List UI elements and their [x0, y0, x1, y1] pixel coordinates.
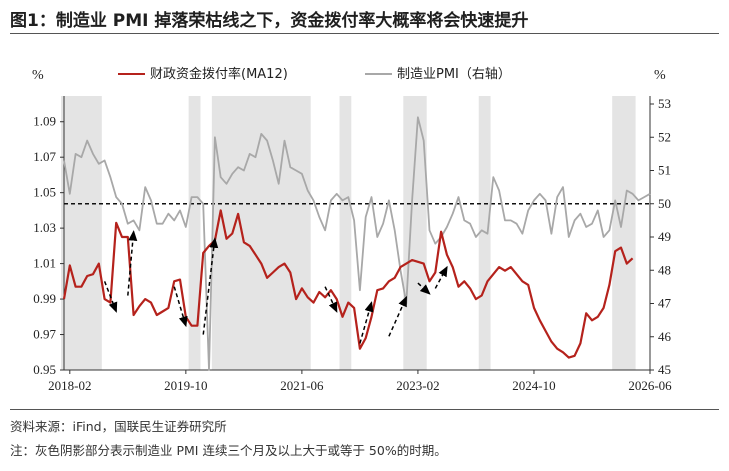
right-tick-label-6: 51: [658, 163, 671, 178]
shaded-period-0: [61, 96, 102, 370]
right-tick-label-7: 52: [658, 129, 671, 144]
left-tick-label-6: 1.07: [33, 149, 56, 164]
legend-label-disbursement: 财政资金拨付率(MA12): [150, 66, 288, 82]
trend-arrow-4: [324, 286, 338, 313]
right-tick-label-2: 47: [658, 296, 672, 311]
shaded-period-3: [339, 96, 352, 370]
legend-label-pmi: 制造业PMI（右轴）: [397, 67, 511, 82]
x-tick-label-1: 2019-10: [164, 378, 207, 393]
trend-arrow-8: [434, 265, 448, 289]
x-tick-label-4: 2024-10: [512, 378, 555, 393]
shaded-period-1: [188, 96, 201, 370]
series-line-pmi: [63, 116, 651, 371]
x-tick-label-5: 2026-06: [628, 378, 672, 393]
shading-note: 注：灰色阴影部分表示制造业 PMI 连续三个月及以上大于或等于 50%的时期。: [10, 443, 447, 458]
trend-arrow-6: [388, 295, 408, 337]
right-tick-label-3: 48: [658, 262, 671, 277]
shaded-period-4: [403, 96, 427, 370]
right-tick-label-5: 50: [658, 196, 671, 211]
series-line-disbursement: [62, 209, 634, 359]
trend-arrow-5: [359, 301, 374, 344]
left-tick-label-5: 1.05: [33, 185, 56, 200]
left-tick-label-0: 0.95: [33, 362, 56, 377]
trend-arrow-7: [417, 282, 431, 295]
trend-arrow-0: [103, 281, 118, 313]
source-note: 资料来源：iFind，国联民生证券研究所: [10, 419, 227, 434]
right-axis-unit: %: [654, 68, 666, 83]
left-tick-label-3: 1.01: [33, 256, 56, 271]
trend-arrow-1: [127, 230, 138, 296]
page-title: 图1：制造业 PMI 掉落荣枯线之下，资金拨付率大概率将会快速提升: [10, 11, 529, 31]
left-axis-unit: %: [32, 68, 44, 83]
left-tick-label-4: 1.03: [33, 220, 56, 235]
right-tick-label-4: 49: [658, 229, 671, 244]
shaded-period-2: [211, 96, 311, 370]
x-tick-label-0: 2018-02: [48, 378, 91, 393]
right-tick-label-8: 53: [658, 96, 671, 111]
trend-arrow-3: [202, 237, 219, 335]
left-tick-label-2: 0.99: [33, 291, 56, 306]
footer-divider: [10, 409, 719, 410]
x-tick-label-2: 2021-06: [280, 378, 324, 393]
title-divider: [10, 33, 719, 34]
right-tick-label-1: 46: [658, 329, 672, 344]
x-tick-label-3: 2023-02: [396, 378, 439, 393]
left-tick-label-1: 0.97: [33, 327, 56, 342]
shaded-period-6: [612, 96, 636, 370]
left-tick-label-7: 1.09: [33, 114, 56, 129]
right-tick-label-0: 45: [658, 362, 671, 377]
